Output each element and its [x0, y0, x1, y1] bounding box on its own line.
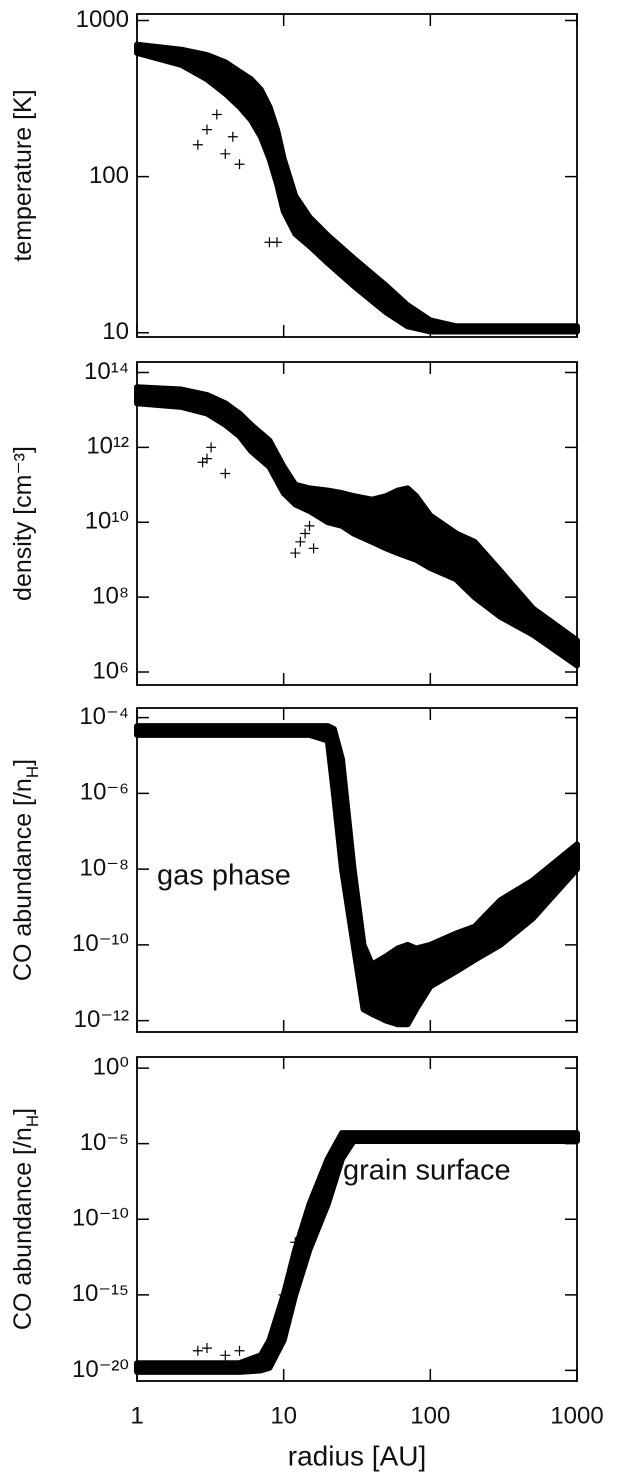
- y-tick-label: 10: [102, 318, 129, 345]
- plus-marker: [300, 1229, 311, 1240]
- x-tick-label: 100: [410, 1402, 450, 1429]
- x-tick-label: 1: [130, 1402, 143, 1429]
- y-axis-label: temperature [K]: [9, 89, 37, 261]
- y-axis-label-part: ]: [9, 1108, 37, 1115]
- plus-marker: [290, 1237, 301, 1248]
- y-tick-label: 10⁻¹⁰: [72, 930, 129, 957]
- plot-frame: [136, 707, 578, 1033]
- x-axis-label: radius [AU]: [288, 1440, 427, 1471]
- y-tick-label: 10⁻¹⁵: [72, 1280, 129, 1307]
- y-tick-label: 10⁻⁸: [80, 854, 130, 881]
- y-tick-label: 10⁶: [92, 657, 129, 684]
- y-tick-label: 10⁻⁶: [80, 779, 129, 806]
- plus-marker: [234, 159, 245, 170]
- y-tick-label: 10¹⁴: [84, 358, 129, 385]
- y-axis-label-part: temperature [K]: [9, 89, 37, 261]
- x-tick-label: 10: [270, 1402, 297, 1429]
- y-tick-label: 1000: [76, 6, 129, 33]
- plus-marker: [227, 131, 238, 142]
- y-axis-label: CO abundance [/nH]: [9, 1108, 42, 1330]
- plus-marker: [201, 124, 212, 135]
- plus-marker: [290, 548, 301, 559]
- y-axis-label-part: CO abundance [/n: [9, 778, 37, 981]
- y-axis-label: CO abundance [/nH]: [9, 759, 42, 981]
- plus-marker: [271, 237, 282, 248]
- data-band: [134, 384, 580, 669]
- y-axis-label-part: H: [23, 1115, 42, 1127]
- y-tick-label: 10¹²: [86, 433, 129, 460]
- plus-marker: [220, 1350, 231, 1361]
- y-axis-label-part: H: [23, 766, 42, 778]
- plot-frame: [136, 13, 578, 338]
- plot-frame: [136, 361, 578, 686]
- plus-marker: [220, 148, 231, 159]
- plus-marker: [234, 1345, 245, 1356]
- plus-marker: [240, 97, 251, 108]
- y-axis-label: density [cm⁻³]: [9, 446, 37, 601]
- plus-marker: [192, 139, 203, 150]
- plus-marker: [220, 468, 231, 479]
- y-tick-label: 10⁸: [92, 582, 129, 609]
- plus-marker: [295, 536, 306, 547]
- y-tick-label: 10¹⁰: [85, 508, 129, 535]
- y-tick-label: 10⁰: [93, 1053, 129, 1080]
- plot-frame: [136, 1056, 578, 1382]
- y-axis-label-part: ]: [9, 759, 37, 766]
- x-tick-label: 1000: [550, 1402, 603, 1429]
- plus-marker: [206, 442, 217, 453]
- y-axis-label-part: density [cm⁻³]: [9, 446, 37, 601]
- y-tick-label: 10⁻¹⁰: [72, 1205, 129, 1232]
- plus-marker: [197, 457, 208, 468]
- plus-marker: [201, 1343, 212, 1354]
- y-tick-label: 10⁻¹²: [74, 1006, 129, 1033]
- y-tick-label: 10⁻⁴: [79, 703, 129, 730]
- plus-marker: [278, 1289, 289, 1300]
- plus-marker: [211, 109, 222, 120]
- plus-marker: [308, 543, 319, 554]
- annotation: grain surface: [343, 1155, 511, 1187]
- y-axis-label-part: CO abundance [/n: [9, 1127, 37, 1330]
- data-band: [134, 41, 580, 335]
- plus-marker: [300, 528, 311, 539]
- y-tick-label: 10⁻⁵: [80, 1129, 129, 1156]
- y-tick-label: 10⁻²⁰: [72, 1356, 129, 1383]
- plus-marker: [192, 1345, 203, 1356]
- y-tick-label: 100: [89, 162, 129, 189]
- plus-marker: [304, 520, 315, 531]
- annotation: gas phase: [157, 860, 291, 892]
